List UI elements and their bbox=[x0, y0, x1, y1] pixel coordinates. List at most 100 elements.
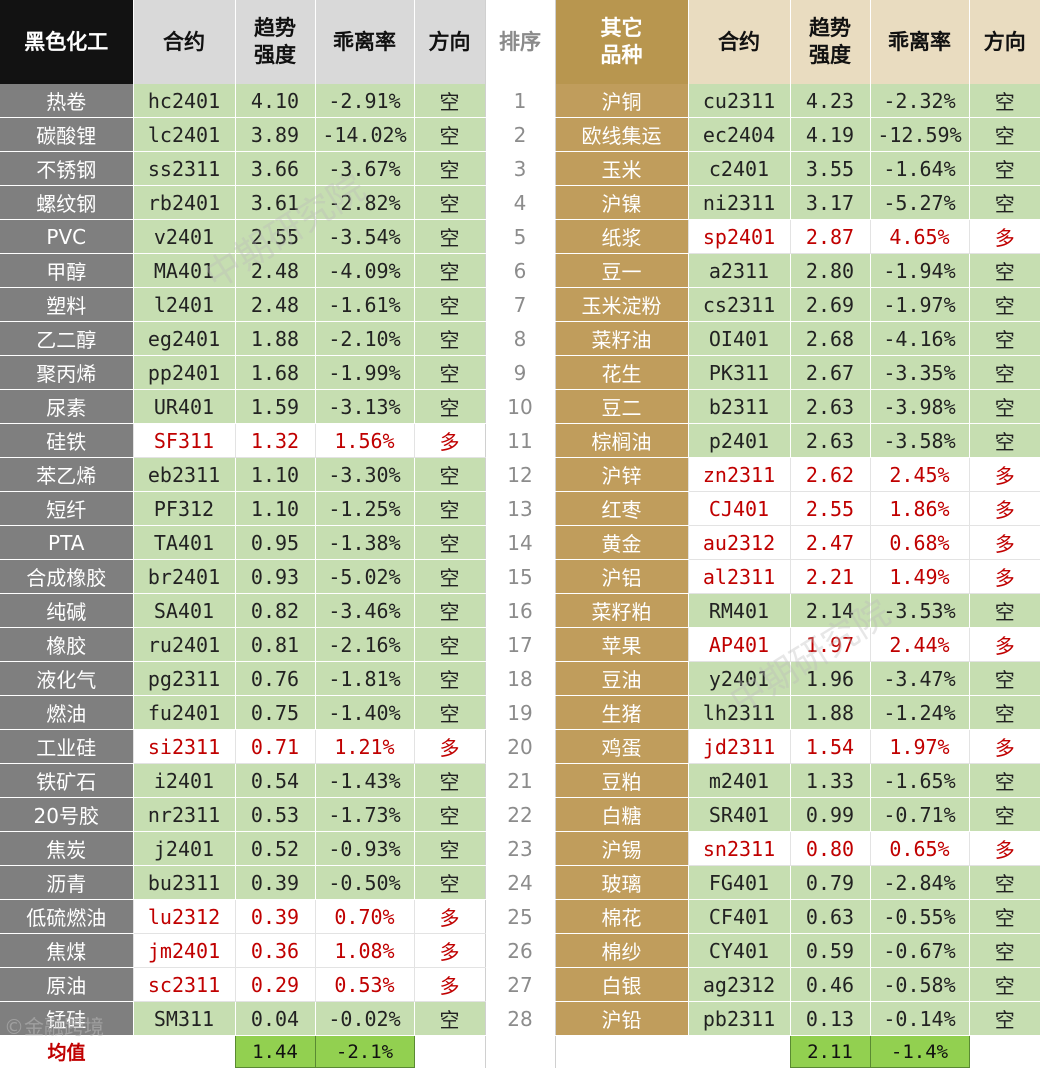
right-direction: 多 bbox=[968, 831, 1040, 866]
right-deviation: 1.86% bbox=[869, 491, 969, 526]
left-contract: fu2401 bbox=[132, 695, 235, 730]
left-product-name: 沥青 bbox=[0, 865, 133, 900]
right-direction: 空 bbox=[968, 84, 1040, 118]
left-direction: 空 bbox=[413, 627, 485, 662]
right-trend: 2.62 bbox=[789, 457, 870, 492]
left-direction: 空 bbox=[413, 695, 485, 730]
rank-number: 17 bbox=[484, 627, 556, 662]
left-direction: 多 bbox=[413, 899, 485, 934]
right-deviation: -0.14% bbox=[869, 1001, 969, 1036]
left-contract: UR401 bbox=[132, 389, 235, 424]
right-deviation: 0.68% bbox=[869, 525, 969, 560]
right-contract: pb2311 bbox=[687, 1001, 790, 1036]
left-contract: MA401 bbox=[132, 253, 235, 288]
left-direction: 空 bbox=[413, 355, 485, 390]
left-trend: 0.54 bbox=[234, 763, 315, 798]
average-right-empty bbox=[688, 1035, 790, 1068]
right-trend: 0.46 bbox=[789, 967, 870, 1002]
rank-number: 18 bbox=[484, 661, 556, 696]
left-product-name: 塑料 bbox=[0, 287, 133, 322]
left-trend: 0.04 bbox=[234, 1001, 315, 1036]
table-header: 黑色化工 合约 趋势强度 乖离率 方向 排序 其它品种 合约 趋势强度 乖离率 … bbox=[0, 0, 1040, 84]
left-direction: 空 bbox=[413, 389, 485, 424]
right-direction: 空 bbox=[968, 1001, 1040, 1036]
header-left-deviation: 乖离率 bbox=[314, 0, 414, 84]
right-product-name: 生猪 bbox=[555, 695, 688, 730]
table-row: 塑料 l2401 2.48 -1.61% 空 7 玉米淀粉 cs2311 2.69 -1.97% 空 bbox=[0, 287, 1040, 322]
right-deviation: -1.64% bbox=[869, 151, 969, 186]
right-deviation: -0.55% bbox=[869, 899, 969, 934]
right-deviation: -1.94% bbox=[869, 253, 969, 288]
table-row: 橡胶 ru2401 0.81 -2.16% 空 17 苹果 AP401 1.97 2.44% 多 bbox=[0, 627, 1040, 662]
left-contract: sc2311 bbox=[132, 967, 235, 1002]
rank-number: 14 bbox=[484, 525, 556, 560]
right-contract: y2401 bbox=[687, 661, 790, 696]
right-direction: 多 bbox=[968, 457, 1040, 492]
right-trend: 2.69 bbox=[789, 287, 870, 322]
left-product-name: 铁矿石 bbox=[0, 763, 133, 798]
left-product-name: 液化气 bbox=[0, 661, 133, 696]
table-row: 合成橡胶 br2401 0.93 -5.02% 空 15 沪铝 al2311 2.21 1.49%… bbox=[0, 559, 1040, 594]
right-contract: ni2311 bbox=[687, 185, 790, 220]
left-direction: 空 bbox=[413, 661, 485, 696]
left-trend: 1.59 bbox=[234, 389, 315, 424]
left-contract: SM311 bbox=[132, 1001, 235, 1036]
right-direction: 空 bbox=[968, 355, 1040, 390]
right-deviation: -4.16% bbox=[869, 321, 969, 356]
left-contract: v2401 bbox=[132, 219, 235, 254]
right-trend: 0.13 bbox=[789, 1001, 870, 1036]
left-deviation: -2.10% bbox=[314, 321, 414, 356]
left-trend: 0.82 bbox=[234, 593, 315, 628]
right-trend: 0.59 bbox=[789, 933, 870, 968]
left-deviation: -5.02% bbox=[314, 559, 414, 594]
rank-number: 28 bbox=[484, 1001, 556, 1036]
average-left-deviation: -2.1% bbox=[314, 1035, 415, 1068]
average-left-empty bbox=[133, 1035, 235, 1068]
average-row: 均值 1.44 -2.1% 2.11 -1.4% bbox=[0, 1035, 1040, 1068]
right-direction: 多 bbox=[968, 491, 1040, 526]
right-direction: 多 bbox=[968, 525, 1040, 560]
header-left-contract: 合约 bbox=[132, 0, 235, 84]
left-product-name: 锰硅 bbox=[0, 1001, 133, 1036]
left-contract: PF312 bbox=[132, 491, 235, 526]
rank-number: 9 bbox=[484, 355, 556, 390]
left-direction: 空 bbox=[413, 151, 485, 186]
right-trend: 2.80 bbox=[789, 253, 870, 288]
rank-number: 8 bbox=[484, 321, 556, 356]
right-direction: 空 bbox=[968, 253, 1040, 288]
average-left-empty-dir bbox=[414, 1035, 485, 1068]
left-deviation: -2.82% bbox=[314, 185, 414, 220]
header-right-group: 其它品种 bbox=[555, 0, 688, 84]
table-row: 焦煤 jm2401 0.36 1.08% 多 26 棉纱 CY401 0.59 -0.67% 空 bbox=[0, 933, 1040, 968]
left-deviation: 1.56% bbox=[314, 423, 414, 458]
table-row: 聚丙烯 pp2401 1.68 -1.99% 空 9 花生 PK311 2.67 -3.35% 空 bbox=[0, 355, 1040, 390]
left-trend: 1.10 bbox=[234, 491, 315, 526]
left-contract: br2401 bbox=[132, 559, 235, 594]
left-product-name: 螺纹钢 bbox=[0, 185, 133, 220]
left-direction: 空 bbox=[413, 559, 485, 594]
left-trend: 4.10 bbox=[234, 84, 315, 118]
right-trend: 3.17 bbox=[789, 185, 870, 220]
right-contract: p2401 bbox=[687, 423, 790, 458]
right-deviation: -3.53% bbox=[869, 593, 969, 628]
left-product-name: 热卷 bbox=[0, 84, 133, 118]
right-product-name: 苹果 bbox=[555, 627, 688, 662]
left-deviation: -0.93% bbox=[314, 831, 414, 866]
right-product-name: 沪镍 bbox=[555, 185, 688, 220]
table-row: 沥青 bu2311 0.39 -0.50% 空 24 玻璃 FG401 0.79 -2.84% 空 bbox=[0, 865, 1040, 900]
right-contract: FG401 bbox=[687, 865, 790, 900]
left-product-name: 焦炭 bbox=[0, 831, 133, 866]
left-contract: TA401 bbox=[132, 525, 235, 560]
header-right-contract: 合约 bbox=[687, 0, 790, 84]
right-direction: 空 bbox=[968, 763, 1040, 798]
table-row: 不锈钢 ss2311 3.66 -3.67% 空 3 玉米 c2401 3.55 -1.64% 空 bbox=[0, 151, 1040, 186]
right-contract: CJ401 bbox=[687, 491, 790, 526]
right-contract: jd2311 bbox=[687, 729, 790, 764]
left-direction: 空 bbox=[413, 253, 485, 288]
right-contract: PK311 bbox=[687, 355, 790, 390]
left-direction: 空 bbox=[413, 763, 485, 798]
left-direction: 空 bbox=[413, 457, 485, 492]
left-contract: jm2401 bbox=[132, 933, 235, 968]
right-product-name: 棕榈油 bbox=[555, 423, 688, 458]
left-direction: 多 bbox=[413, 933, 485, 968]
